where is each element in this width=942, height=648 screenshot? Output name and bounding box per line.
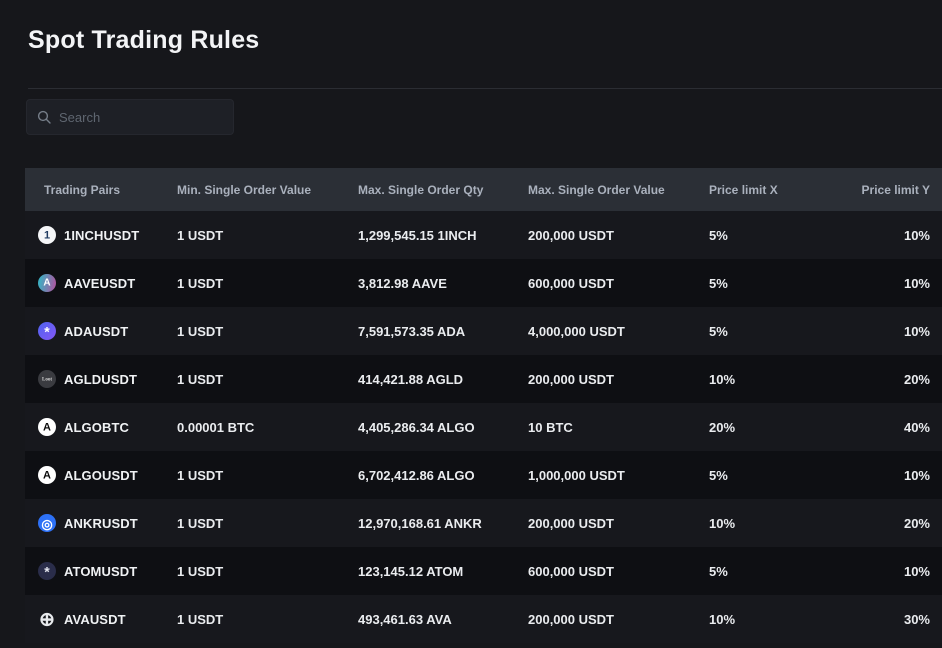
column-price-limit-y: Price limit Y <box>861 182 930 197</box>
table-row: * ADAUSDT 1 USDT 7,591,573.35 ADA 4,000,… <box>25 307 942 355</box>
page-title: Spot Trading Rules <box>28 26 260 54</box>
column-max-single-order-qty: Max. Single Order Qty <box>358 182 484 197</box>
column-min-single-order-value: Min. Single Order Value <box>177 182 312 197</box>
max-order-value-cell: 200,000 USDT <box>528 371 614 387</box>
max-order-value-cell: 4,000,000 USDT <box>528 323 625 339</box>
pair-label: ALGOUSDT <box>64 467 138 483</box>
table-row: * ATOMUSDT 1 USDT 123,145.12 ATOM 600,00… <box>25 547 942 595</box>
max-order-qty-cell: 493,461.63 AVA <box>358 611 452 627</box>
1inch-coin-icon: 1 <box>38 226 56 244</box>
max-order-qty-cell: 3,812.98 AAVE <box>358 275 447 291</box>
min-order-value-cell: 1 USDT <box>177 467 224 483</box>
pair-label: AGLDUSDT <box>64 371 138 387</box>
pair-cell: A ALGOUSDT <box>38 466 177 484</box>
pair-cell: A ALGOBTC <box>38 418 177 436</box>
pair-label: 1INCHUSDT <box>64 227 140 243</box>
search-icon <box>37 110 51 124</box>
pair-label: AVAUSDT <box>64 611 126 627</box>
price-limit-x-cell: 5% <box>709 467 728 483</box>
pair-cell: * ADAUSDT <box>38 322 177 340</box>
price-limit-y-cell: 10% <box>903 275 930 291</box>
pair-cell: 1 1INCHUSDT <box>38 226 177 244</box>
table-header: Trading Pairs Min. Single Order Value Ma… <box>25 168 942 211</box>
max-order-value-cell: 200,000 USDT <box>528 515 614 531</box>
table-row: A ALGOBTC 0.00001 BTC 4,405,286.34 ALGO … <box>25 403 942 451</box>
table-row: A ALGOUSDT 1 USDT 6,702,412.86 ALGO 1,00… <box>25 451 942 499</box>
price-limit-y-cell: 20% <box>903 515 930 531</box>
price-limit-x-cell: 5% <box>709 275 728 291</box>
min-order-value-cell: 0.00001 BTC <box>177 419 255 435</box>
max-order-value-cell: 600,000 USDT <box>528 563 614 579</box>
max-order-qty-cell: 12,970,168.61 ANKR <box>358 515 482 531</box>
price-limit-y-cell: 40% <box>903 419 930 435</box>
max-order-value-cell: 1,000,000 USDT <box>528 467 625 483</box>
price-limit-x-cell: 10% <box>709 515 736 531</box>
price-limit-y-cell: 10% <box>903 323 930 339</box>
cardano-coin-icon: * <box>38 322 56 340</box>
min-order-value-cell: 1 USDT <box>177 227 224 243</box>
aave-coin-icon: A <box>38 274 56 292</box>
min-order-value-cell: 1 USDT <box>177 563 224 579</box>
max-order-value-cell: 10 BTC <box>528 419 573 435</box>
pair-label: AAVEUSDT <box>64 275 136 291</box>
title-divider <box>28 88 942 89</box>
ankr-coin-icon: ◎ <box>38 514 56 532</box>
max-order-qty-cell: 1,299,545.15 1INCH <box>358 227 477 243</box>
adventure-gold-coin-icon: Loot <box>38 370 56 388</box>
price-limit-x-cell: 5% <box>709 323 728 339</box>
table-row: A AAVEUSDT 1 USDT 3,812.98 AAVE 600,000 … <box>25 259 942 307</box>
cosmos-coin-icon: * <box>38 562 56 580</box>
max-order-value-cell: 600,000 USDT <box>528 275 614 291</box>
price-limit-x-cell: 5% <box>709 227 728 243</box>
algorand-coin-icon: A <box>38 466 56 484</box>
price-limit-y-cell: 10% <box>903 467 930 483</box>
min-order-value-cell: 1 USDT <box>177 611 224 627</box>
algorand-coin-icon: A <box>38 418 56 436</box>
price-limit-x-cell: 10% <box>709 611 736 627</box>
table-row: Loot AGLDUSDT 1 USDT 414,421.88 AGLD 200… <box>25 355 942 403</box>
pair-cell: * ATOMUSDT <box>38 562 177 580</box>
pair-label: ADAUSDT <box>64 323 129 339</box>
price-limit-y-cell: 10% <box>903 563 930 579</box>
column-max-single-order-value: Max. Single Order Value <box>528 182 665 197</box>
pair-cell: A AAVEUSDT <box>38 274 177 292</box>
min-order-value-cell: 1 USDT <box>177 515 224 531</box>
pair-label: ATOMUSDT <box>64 563 138 579</box>
price-limit-x-cell: 5% <box>709 563 728 579</box>
max-order-qty-cell: 7,591,573.35 ADA <box>358 323 466 339</box>
search-box[interactable] <box>26 99 234 135</box>
column-price-limit-x: Price limit X <box>709 182 778 197</box>
trading-rules-table: Trading Pairs Min. Single Order Value Ma… <box>25 168 942 643</box>
ava-globe-coin-icon: ⊕ <box>39 610 55 628</box>
price-limit-y-cell: 20% <box>903 371 930 387</box>
pair-cell: Loot AGLDUSDT <box>38 370 177 388</box>
min-order-value-cell: 1 USDT <box>177 275 224 291</box>
max-order-qty-cell: 123,145.12 ATOM <box>358 563 464 579</box>
pair-cell: ⊕ AVAUSDT <box>38 610 177 628</box>
min-order-value-cell: 1 USDT <box>177 371 224 387</box>
max-order-qty-cell: 6,702,412.86 ALGO <box>358 467 475 483</box>
price-limit-x-cell: 10% <box>709 371 736 387</box>
pair-cell: ◎ ANKRUSDT <box>38 514 177 532</box>
table-row: ◎ ANKRUSDT 1 USDT 12,970,168.61 ANKR 200… <box>25 499 942 547</box>
table-row: ⊕ AVAUSDT 1 USDT 493,461.63 AVA 200,000 … <box>25 595 942 643</box>
min-order-value-cell: 1 USDT <box>177 323 224 339</box>
price-limit-y-cell: 10% <box>903 227 930 243</box>
pair-label: ANKRUSDT <box>64 515 138 531</box>
table-body: 1 1INCHUSDT 1 USDT 1,299,545.15 1INCH 20… <box>25 211 942 643</box>
search-input[interactable] <box>59 109 223 125</box>
max-order-value-cell: 200,000 USDT <box>528 227 614 243</box>
max-order-qty-cell: 414,421.88 AGLD <box>358 371 464 387</box>
price-limit-y-cell: 30% <box>903 611 930 627</box>
price-limit-x-cell: 20% <box>709 419 736 435</box>
max-order-qty-cell: 4,405,286.34 ALGO <box>358 419 475 435</box>
pair-label: ALGOBTC <box>64 419 129 435</box>
table-row: 1 1INCHUSDT 1 USDT 1,299,545.15 1INCH 20… <box>25 211 942 259</box>
max-order-value-cell: 200,000 USDT <box>528 611 614 627</box>
column-trading-pairs: Trading Pairs <box>44 182 121 197</box>
